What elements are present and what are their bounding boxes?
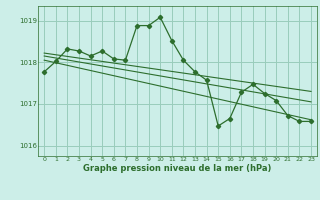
X-axis label: Graphe pression niveau de la mer (hPa): Graphe pression niveau de la mer (hPa) <box>84 164 272 173</box>
